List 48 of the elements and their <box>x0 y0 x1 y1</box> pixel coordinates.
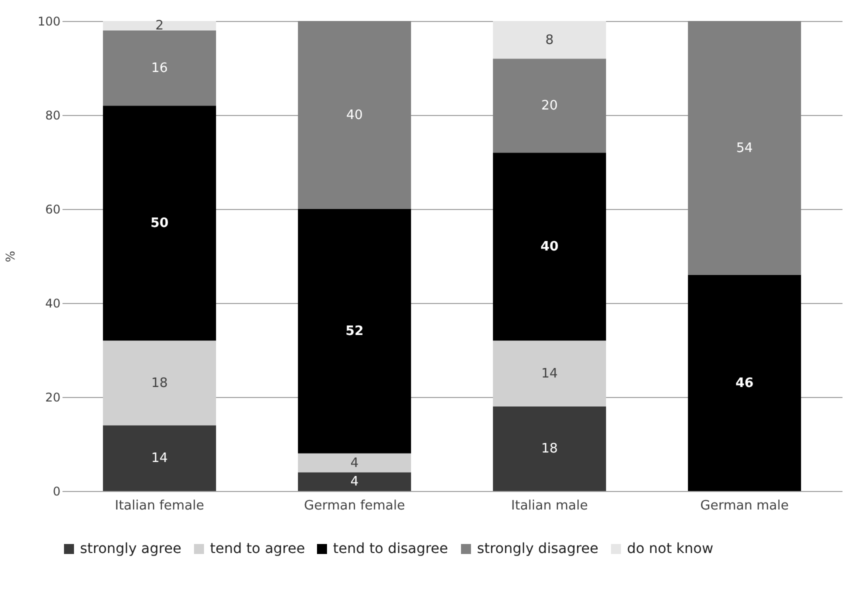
bar <box>298 21 412 209</box>
bar <box>102 21 216 30</box>
y-axis-title: % <box>4 250 18 262</box>
y-tick-label: 20 <box>45 390 60 404</box>
legend-label: tend to disagree <box>333 541 448 557</box>
bar <box>492 58 606 153</box>
legend-label: tend to agree <box>210 541 305 557</box>
x-tick-label: German male <box>700 498 789 514</box>
bar <box>492 340 606 406</box>
data-label: 4 <box>350 456 359 471</box>
data-label: 14 <box>151 451 168 466</box>
data-label: 14 <box>541 366 558 382</box>
y-tick-label: 100 <box>38 14 60 28</box>
data-label: 20 <box>541 98 558 114</box>
data-label: 4 <box>350 474 359 490</box>
bar <box>492 406 606 491</box>
data-label: 2 <box>155 18 164 34</box>
bar <box>492 152 606 341</box>
bar <box>298 453 412 472</box>
bar <box>102 425 216 491</box>
y-tick-label: 40 <box>45 296 60 310</box>
data-label: 40 <box>540 240 559 255</box>
data-label: 18 <box>541 442 558 457</box>
bar <box>492 21 606 59</box>
data-label: 40 <box>346 108 363 123</box>
data-label: 16 <box>151 61 168 76</box>
y-tick-label: 60 <box>45 202 60 216</box>
bar <box>102 106 216 341</box>
bar <box>298 472 412 491</box>
legend-label: strongly disagree <box>477 541 598 557</box>
bar <box>688 274 802 491</box>
data-label: 18 <box>151 376 168 391</box>
legend-label: do not know <box>627 541 714 557</box>
x-tick-label: Italian male <box>511 498 588 514</box>
data-label: 50 <box>150 216 169 232</box>
bar <box>298 209 412 454</box>
data-label: 46 <box>735 376 754 391</box>
x-tick-label: Italian female <box>114 498 204 514</box>
legend-label: strongly agree <box>80 541 182 557</box>
data-label: 52 <box>345 324 364 340</box>
bar <box>102 340 216 426</box>
y-tick-label: 80 <box>45 108 60 122</box>
data-label: 54 <box>736 140 753 156</box>
bar <box>102 30 216 106</box>
x-tick-label: German female <box>304 498 406 514</box>
y-tick-label: 0 <box>52 484 60 498</box>
data-label: 8 <box>545 32 554 48</box>
bar <box>688 21 802 275</box>
